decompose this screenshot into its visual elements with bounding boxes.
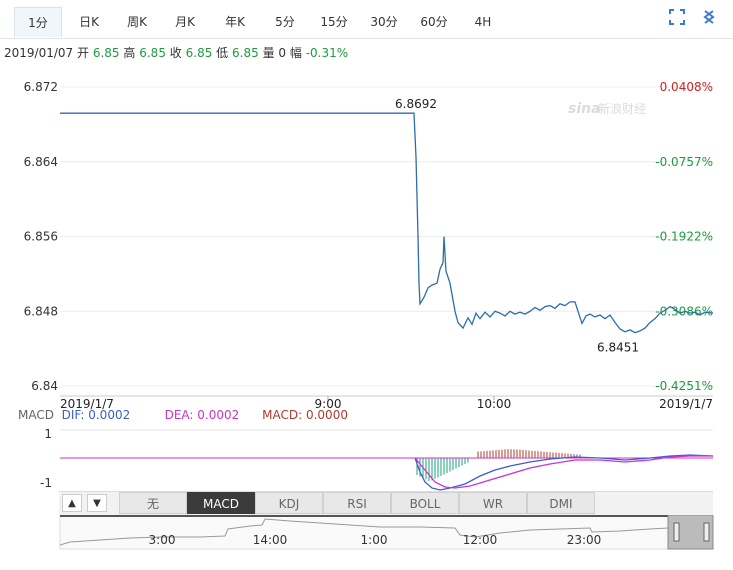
macd-ytick-bottom: -1 xyxy=(40,476,52,490)
indicator-wr-button[interactable]: WR xyxy=(459,492,527,514)
quote-open: 6.85 xyxy=(92,46,120,60)
annotation-low: 6.8451 xyxy=(597,340,639,354)
annotation-high: 6.8692 xyxy=(395,97,437,111)
dea-label: DEA: 0.0002 xyxy=(164,408,240,422)
price-series-line xyxy=(60,112,714,334)
arrow-down-button[interactable]: ▼ xyxy=(87,494,107,512)
svg-text:sina: sina xyxy=(568,101,601,117)
ytick-label-4: 6.84 xyxy=(31,379,58,393)
xtick-label-3: 2019/1/7 xyxy=(659,397,713,410)
quote-low: 6.85 xyxy=(232,46,259,60)
macd-legend: MACD DIF: 0.0002 DEA: 0.0002 MACD: 0.000… xyxy=(18,408,348,422)
indicator-boll-button[interactable]: BOLL xyxy=(391,492,459,514)
xtick-label-2: 10:00 xyxy=(477,397,512,410)
xtick-label-0: 2019/1/7 xyxy=(60,397,114,410)
quote-date: 2019/01/07 xyxy=(4,46,74,60)
tab-year[interactable]: 年K xyxy=(225,15,245,29)
quote-high: 6.85 xyxy=(139,46,166,60)
nav-xtick-1: 14:00 xyxy=(253,533,288,547)
nav-xtick-3: 12:00 xyxy=(463,533,498,547)
tab-60min[interactable]: 60分 xyxy=(420,15,448,29)
watermark-text: 新浪财经 xyxy=(598,101,646,116)
dea-line xyxy=(414,455,713,489)
price-chart[interactable]: 6.872 6.864 6.856 6.848 6.84 0.0408% -0.0757%… xyxy=(0,70,733,410)
quote-volume: 0 xyxy=(278,46,287,60)
tab-30min[interactable]: 30分 xyxy=(370,15,398,29)
ytick-label-2: 6.856 xyxy=(24,230,58,244)
fullscreen-icon[interactable] xyxy=(668,8,686,26)
pct-tick-label-0: 0.0408% xyxy=(660,80,713,94)
ytick-label-3: 6.848 xyxy=(24,304,58,318)
dif-line xyxy=(414,454,714,491)
arrow-up-button[interactable]: ▲ xyxy=(62,494,82,512)
nav-xtick-0: 3:00 xyxy=(149,533,176,547)
pct-tick-label-4: -0.4251% xyxy=(655,379,713,393)
navigator-series-line xyxy=(59,518,669,546)
indicator-none-button[interactable]: 无 xyxy=(119,492,187,514)
tab-day[interactable]: 日K xyxy=(79,15,99,29)
tab-15min[interactable]: 15分 xyxy=(320,15,348,29)
tab-1min[interactable]: 1分 xyxy=(14,7,62,37)
quote-info: 2019/01/07 开 6.85 高 6.85 收 6.85 低 6.85 量… xyxy=(4,46,349,60)
indicator-dmi-button[interactable]: DMI xyxy=(527,492,595,514)
quote-close: 6.85 xyxy=(185,46,213,60)
nav-xtick-4: 23:00 xyxy=(567,533,602,547)
tab-5min[interactable]: 5分 xyxy=(275,15,295,29)
quote-change: -0.31% xyxy=(305,46,349,60)
nav-xtick-2: 1:00 xyxy=(361,533,388,547)
macd-chart[interactable]: 1 -1 ▲ ▲ xyxy=(0,424,733,492)
tab-week[interactable]: 周K xyxy=(127,15,147,29)
navigator-handle-left xyxy=(673,522,680,542)
watermark-logo: sina 新浪财经 xyxy=(568,101,646,117)
ytick-label-0: 6.872 xyxy=(24,80,58,94)
indicator-macd-button[interactable]: MACD xyxy=(187,492,255,514)
range-navigator[interactable]: 3:00 14:00 1:00 12:00 23:00 xyxy=(0,515,733,555)
indicator-rsi-button[interactable]: RSI xyxy=(323,492,391,514)
tab-4h[interactable]: 4H xyxy=(474,15,492,29)
settings-icon[interactable] xyxy=(700,8,718,26)
dif-label: DIF: 0.0002 xyxy=(61,408,131,422)
pct-tick-label-2: -0.1922% xyxy=(655,230,713,244)
tab-month[interactable]: 月K xyxy=(175,15,195,29)
xtick-label-1: 9:00 xyxy=(315,397,342,410)
ytick-label-1: 6.864 xyxy=(24,155,58,169)
macd-value-label: MACD: 0.0000 xyxy=(262,408,348,422)
period-tabs: 1分 日K 周K 月K 年K 5分 15分 30分 60分 4H xyxy=(0,0,733,39)
navigator-handle-right xyxy=(703,522,710,542)
pct-tick-label-1: -0.0757% xyxy=(655,155,713,169)
indicator-kdj-button[interactable]: KDJ xyxy=(255,492,323,514)
macd-ytick-top: 1 xyxy=(44,427,52,441)
